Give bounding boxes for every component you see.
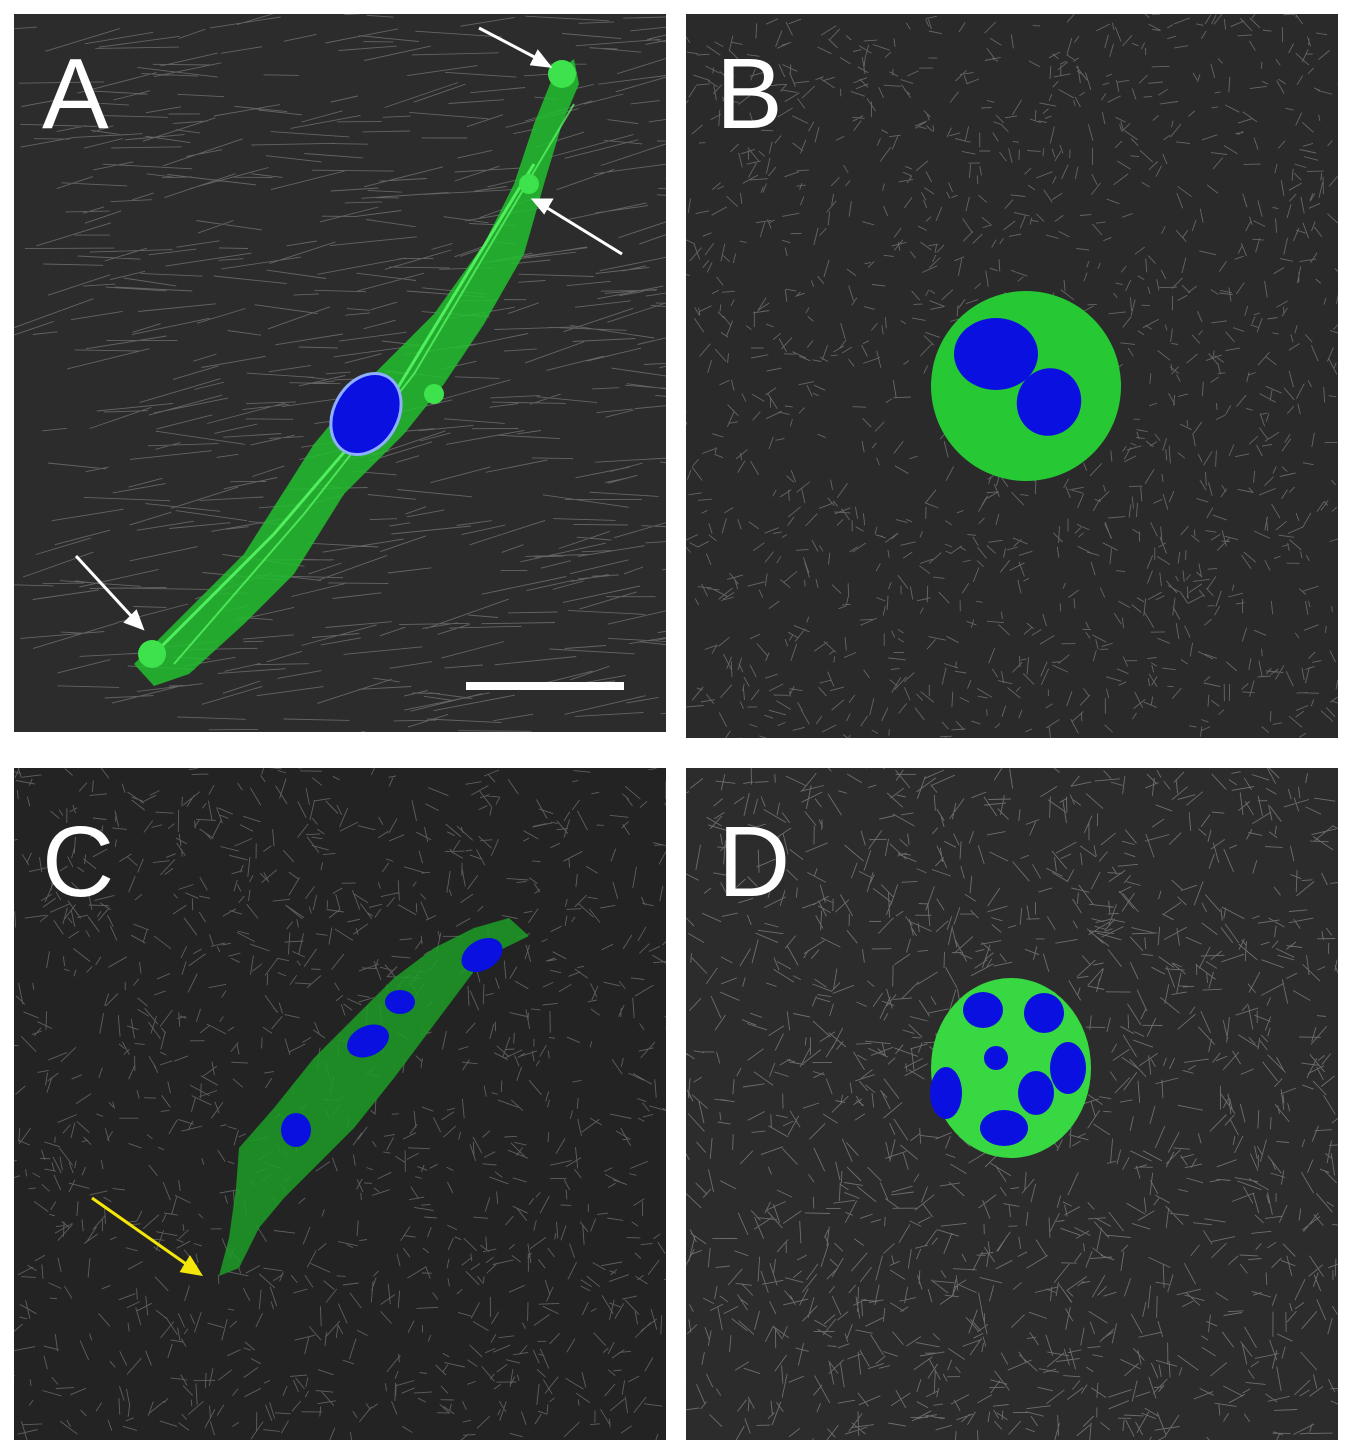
- cell-body: [219, 918, 529, 1276]
- panel-a-image: [14, 14, 666, 732]
- panel-d: D: [686, 768, 1338, 1440]
- nucleus: [954, 318, 1038, 390]
- panel-b: B: [686, 14, 1338, 738]
- arrow-bottom-left: [74, 554, 145, 631]
- arrow-right: [530, 198, 623, 256]
- nucleus: [385, 990, 415, 1014]
- panel-d-image: [686, 768, 1338, 1440]
- nucleus: [1018, 1071, 1054, 1115]
- nucleus: [281, 1113, 311, 1147]
- panel-label: D: [718, 806, 791, 918]
- nucleus: [1024, 993, 1064, 1033]
- panel-label: C: [42, 806, 115, 918]
- nucleus: [1050, 1042, 1086, 1094]
- fiber-texture: [686, 14, 1338, 738]
- fiber-texture: [686, 768, 1338, 1440]
- nucleus: [347, 1024, 389, 1058]
- fiber-texture: [14, 768, 666, 1440]
- panel-c: C: [14, 768, 666, 1440]
- nucleus: [963, 992, 1003, 1028]
- nucleus: [329, 371, 403, 457]
- arrow-top-right: [478, 26, 553, 68]
- panel-label: A: [42, 38, 109, 150]
- cell-body: [134, 59, 579, 686]
- nucleus: [980, 1110, 1028, 1146]
- panel-label: B: [716, 38, 783, 150]
- panel-b-image: [686, 14, 1338, 738]
- arrow-yellow: [91, 1196, 204, 1277]
- panel-c-image: [14, 768, 666, 1440]
- scale-bar: [466, 682, 624, 690]
- nucleus: [1016, 368, 1082, 436]
- panel-a: A: [14, 14, 666, 732]
- nucleus: [930, 1067, 962, 1119]
- nucleus: [984, 1046, 1008, 1070]
- nucleus: [461, 937, 503, 973]
